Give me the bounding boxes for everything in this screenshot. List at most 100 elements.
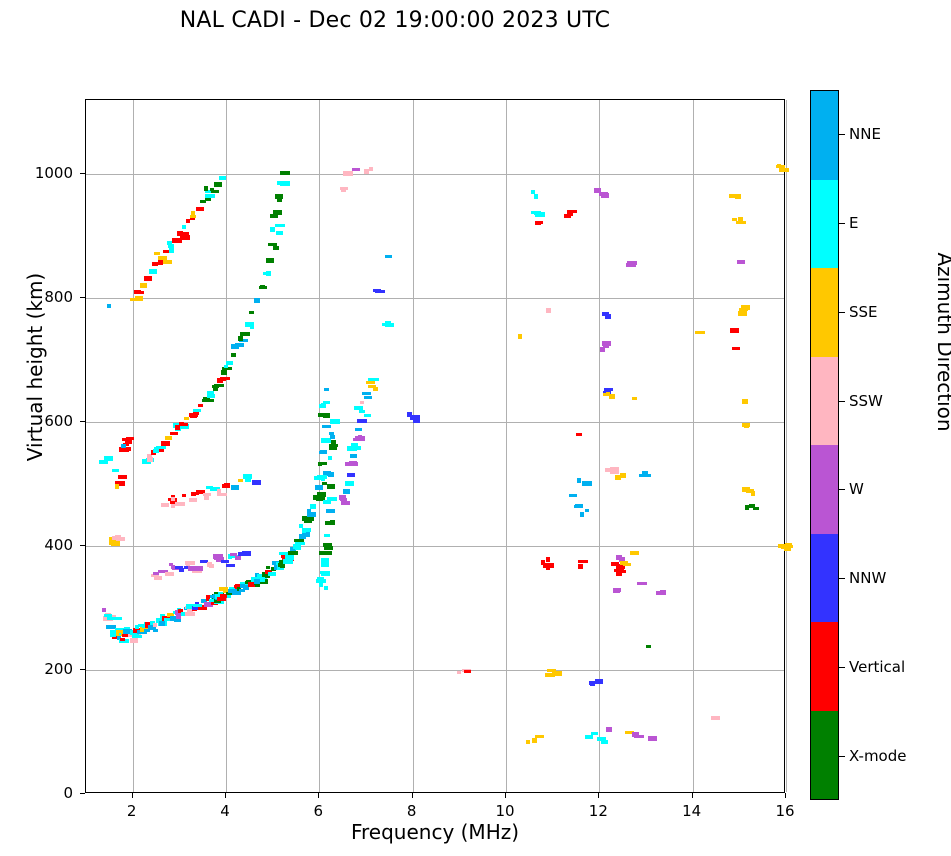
echo-point [154,574,159,579]
echo-point [181,611,189,616]
echo-point [193,408,202,412]
echo-point [265,258,274,263]
echo-point [121,446,132,451]
echo-point [242,584,249,590]
echo-point [222,366,233,370]
echo-point [626,262,637,267]
echo-point [265,569,273,574]
echo-point [406,411,412,417]
echo-point [120,638,126,642]
echo-point [783,547,791,552]
echo-point [132,627,141,633]
colorbar-label-ssw: SSW [849,391,883,410]
colorbar [810,90,839,800]
echo-point [160,440,170,446]
echo-point [235,342,245,347]
echo-point [589,680,595,686]
echo-point [578,559,589,563]
echo-point [167,613,175,618]
gridline-vertical [506,100,507,792]
echo-point [545,307,551,313]
echo-point [210,594,215,598]
echo-point [618,567,624,571]
echo-point [238,339,248,343]
y-tick-mark [80,173,85,175]
echo-point [358,409,365,413]
echo-point [188,566,198,571]
echo-point [249,310,255,314]
echo-point [776,165,786,168]
echo-point [206,596,211,601]
echo-point [737,259,745,264]
echo-point [324,388,329,392]
echo-point [189,216,195,220]
echo-point [111,536,121,541]
y-tick-mark [80,297,85,299]
colorbar-tick [839,400,845,402]
x-tick-label: 8 [406,802,417,820]
echo-point [746,489,755,494]
colorbar-band-vertical [811,622,838,711]
colorbar-label-w: W [849,480,864,499]
echo-point [745,504,750,510]
echo-point [325,508,335,513]
echo-point [363,169,369,175]
echo-point [122,634,130,638]
echo-point [186,609,193,615]
echo-point [220,594,228,599]
colorbar-title: Azimuth Direction [933,252,951,432]
echo-point [576,477,581,483]
echo-point [748,504,755,508]
echo-point [737,217,743,223]
gridline-horizontal [86,422,784,424]
echo-point [240,584,246,589]
echo-point [316,495,326,501]
x-tick-label: 14 [682,802,702,820]
echo-point [202,492,208,496]
echo-point [139,283,147,289]
echo-point [368,377,379,381]
echo-point [204,495,210,500]
gridline-vertical [412,100,414,792]
echo-point [329,419,340,425]
echo-point [530,189,535,194]
colorbar-label-vertical: Vertical [849,657,906,676]
echo-point [98,460,108,465]
echo-point [219,175,226,180]
echo-point [244,476,251,482]
echo-point [215,593,222,599]
echo-point [189,214,196,218]
echo-point [170,615,180,621]
echo-point [153,252,160,256]
echo-point [534,735,544,739]
echo-point [183,566,191,569]
echo-point [360,400,365,404]
echo-point [600,193,609,199]
echo-point [741,423,750,428]
echo-point [279,180,290,186]
x-tick-mark [411,793,413,798]
echo-point [601,311,609,316]
gridline-vertical [692,100,694,792]
echo-point [114,481,125,487]
echo-point [147,625,156,631]
echo-point [636,582,647,586]
colorbar-label-nne: NNE [849,125,881,144]
echo-point [330,440,336,446]
y-tick-label: 400 [44,536,73,555]
echo-point [125,436,134,440]
x-tick-label: 16 [775,802,795,820]
echo-point [318,413,325,418]
x-tick-label: 4 [220,802,230,820]
echo-point [137,629,148,634]
echo-point [116,536,126,541]
colorbar-band-e [811,179,838,268]
echo-point [268,242,277,246]
echo-point [606,727,613,733]
echo-point [275,231,283,236]
echo-point [136,290,142,295]
echo-point [324,545,334,550]
echo-point [174,566,183,570]
echo-point [741,304,751,310]
echo-point [326,484,335,490]
